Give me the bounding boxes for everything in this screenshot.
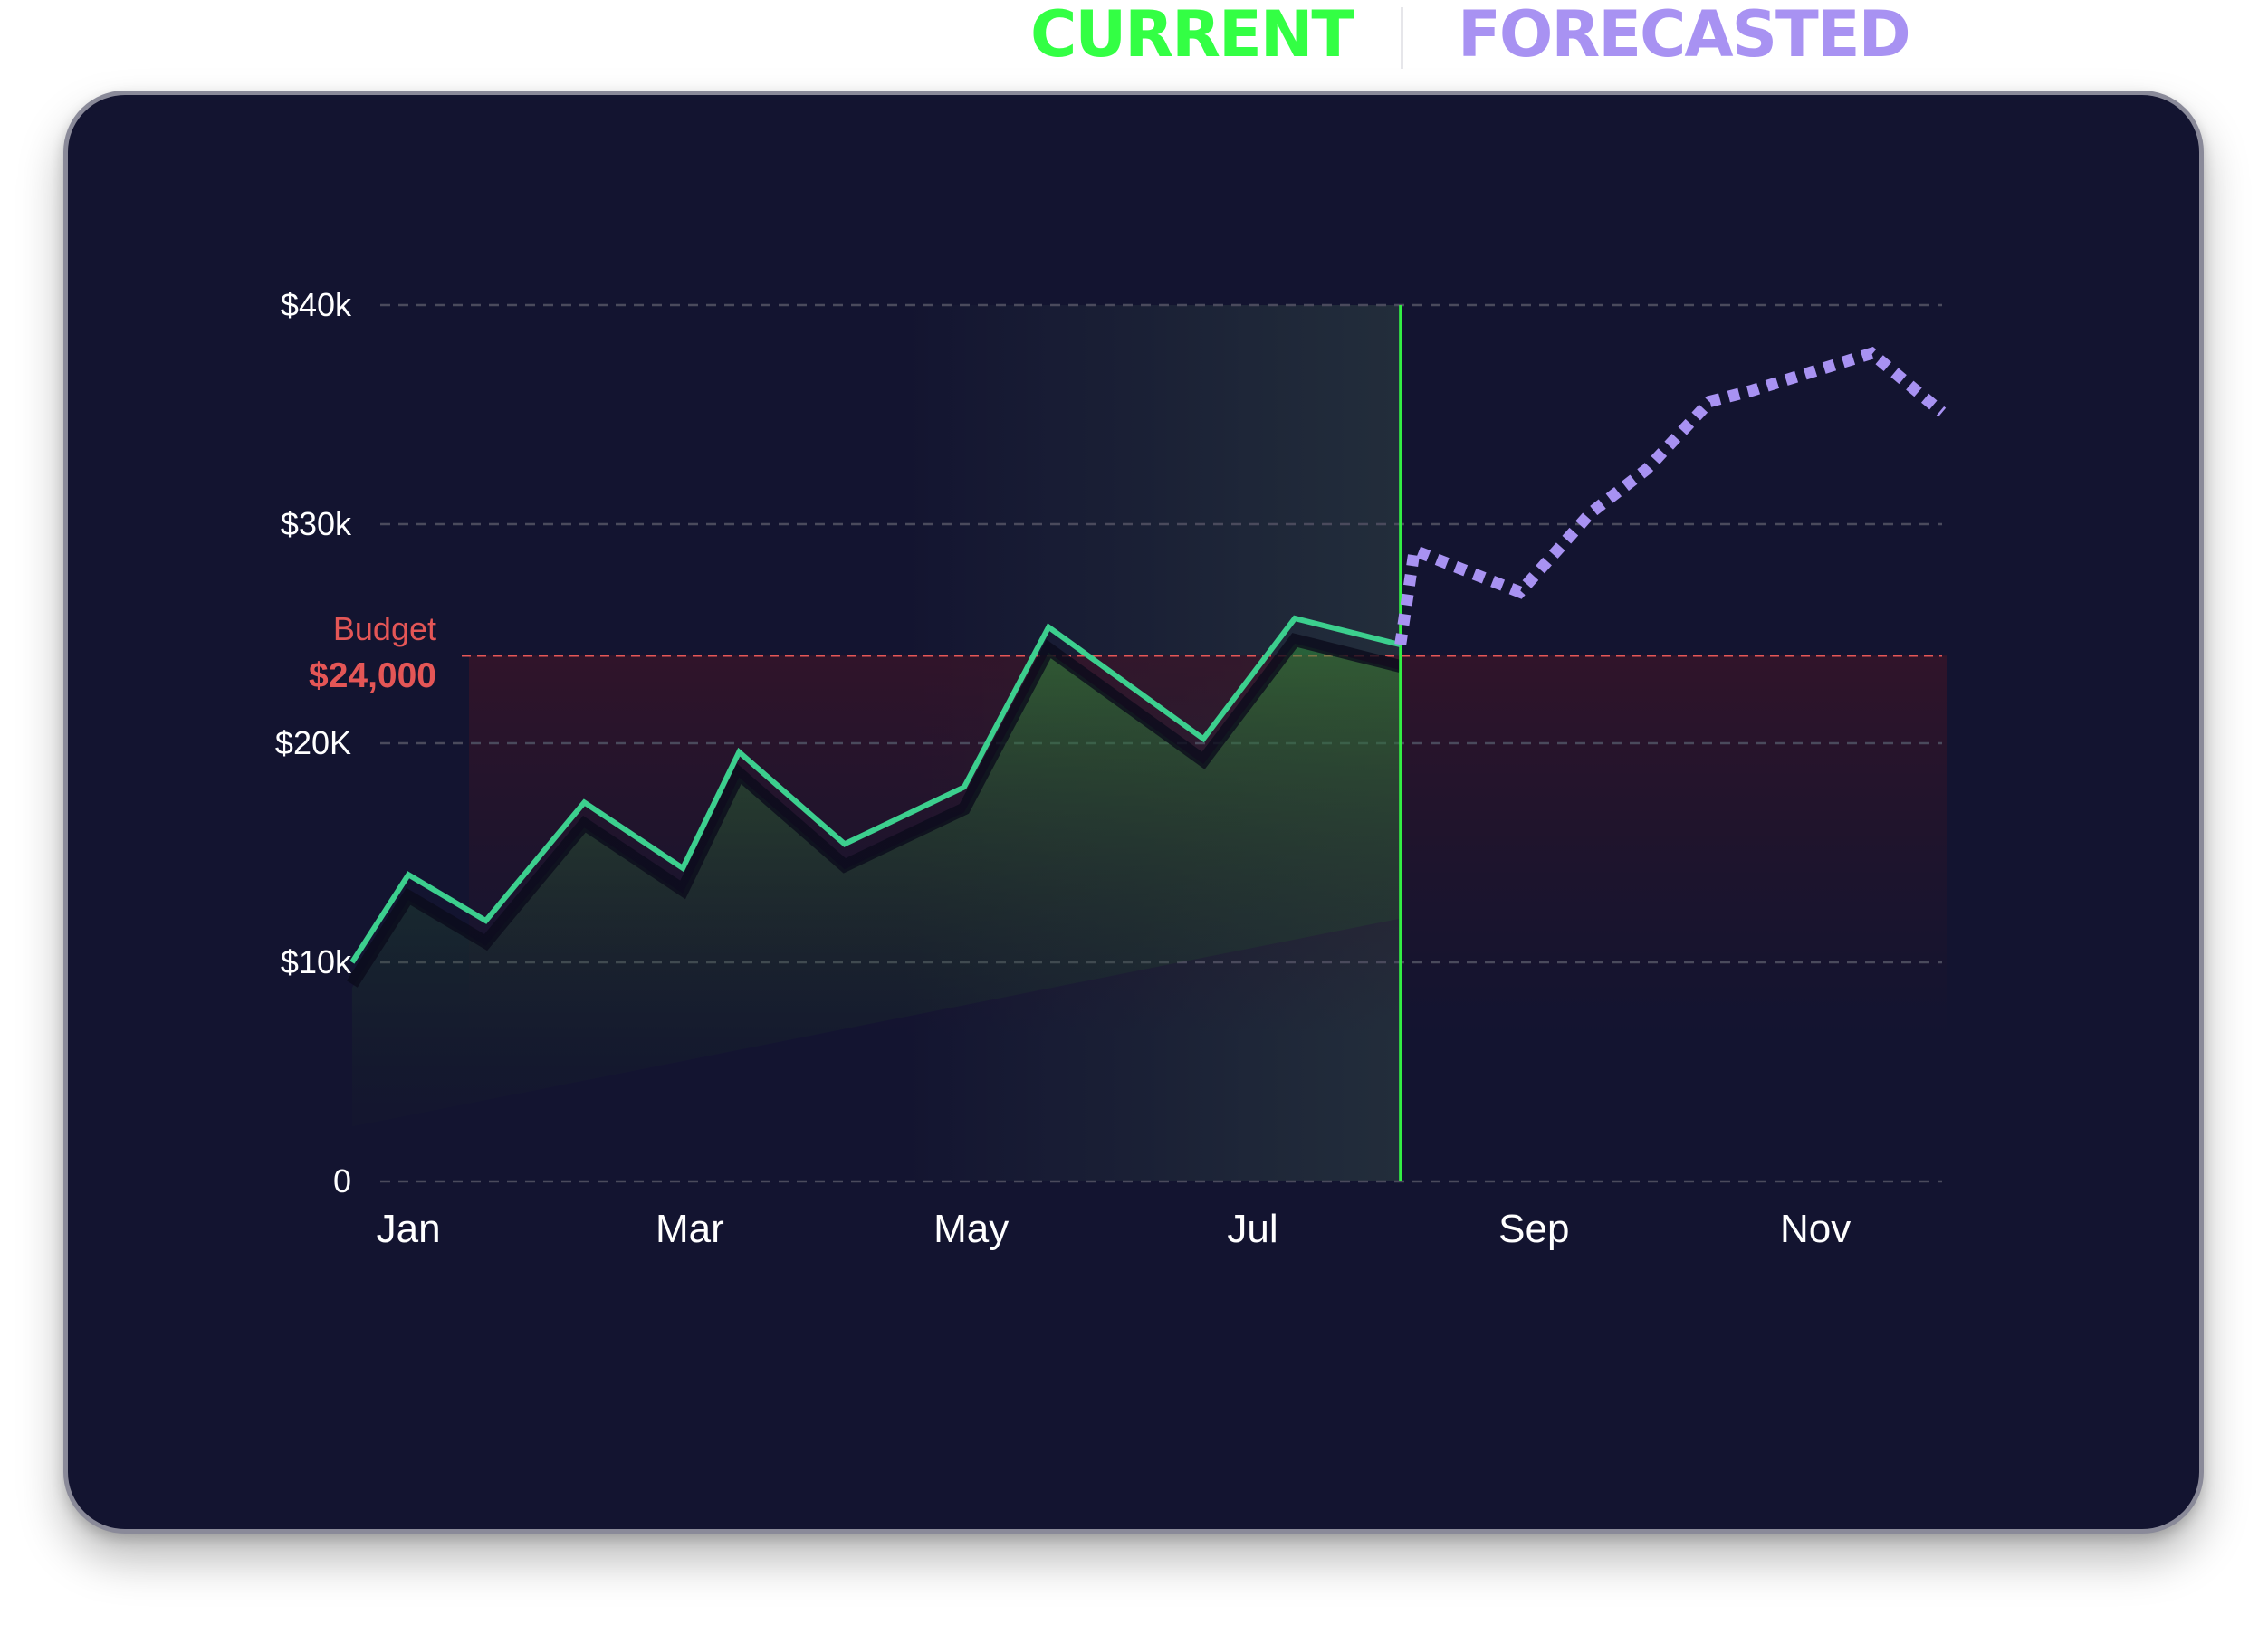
y-tick-label: $30k (281, 505, 352, 542)
y-tick-label: $40k (281, 286, 352, 323)
current-area-fill (351, 644, 1401, 1127)
legend: CURRENT FORECASTED (996, 0, 1992, 72)
x-tick-label: Jul (1227, 1207, 1278, 1251)
y-tick-label: $20K (275, 724, 351, 761)
budget-value: $24,000 (309, 656, 436, 695)
series-line-forecasted (1394, 346, 1947, 646)
budget-label: Budget (333, 610, 436, 647)
legend-divider (1401, 7, 1403, 69)
x-tick-label: Jan (377, 1207, 441, 1251)
legend-current: CURRENT (1030, 0, 1354, 72)
x-tick-label: Mar (656, 1207, 724, 1251)
legend-forecasted: FORECASTED (1458, 0, 1911, 72)
current-line-shadow (347, 633, 1402, 988)
x-tick-label: May (933, 1207, 1009, 1251)
x-tick-label: Nov (1780, 1207, 1851, 1251)
y-tick-label: 0 (333, 1162, 351, 1200)
series-line-current (349, 615, 1402, 964)
x-tick-label: Sep (1498, 1207, 1569, 1251)
y-tick-label: $10k (281, 943, 352, 980)
